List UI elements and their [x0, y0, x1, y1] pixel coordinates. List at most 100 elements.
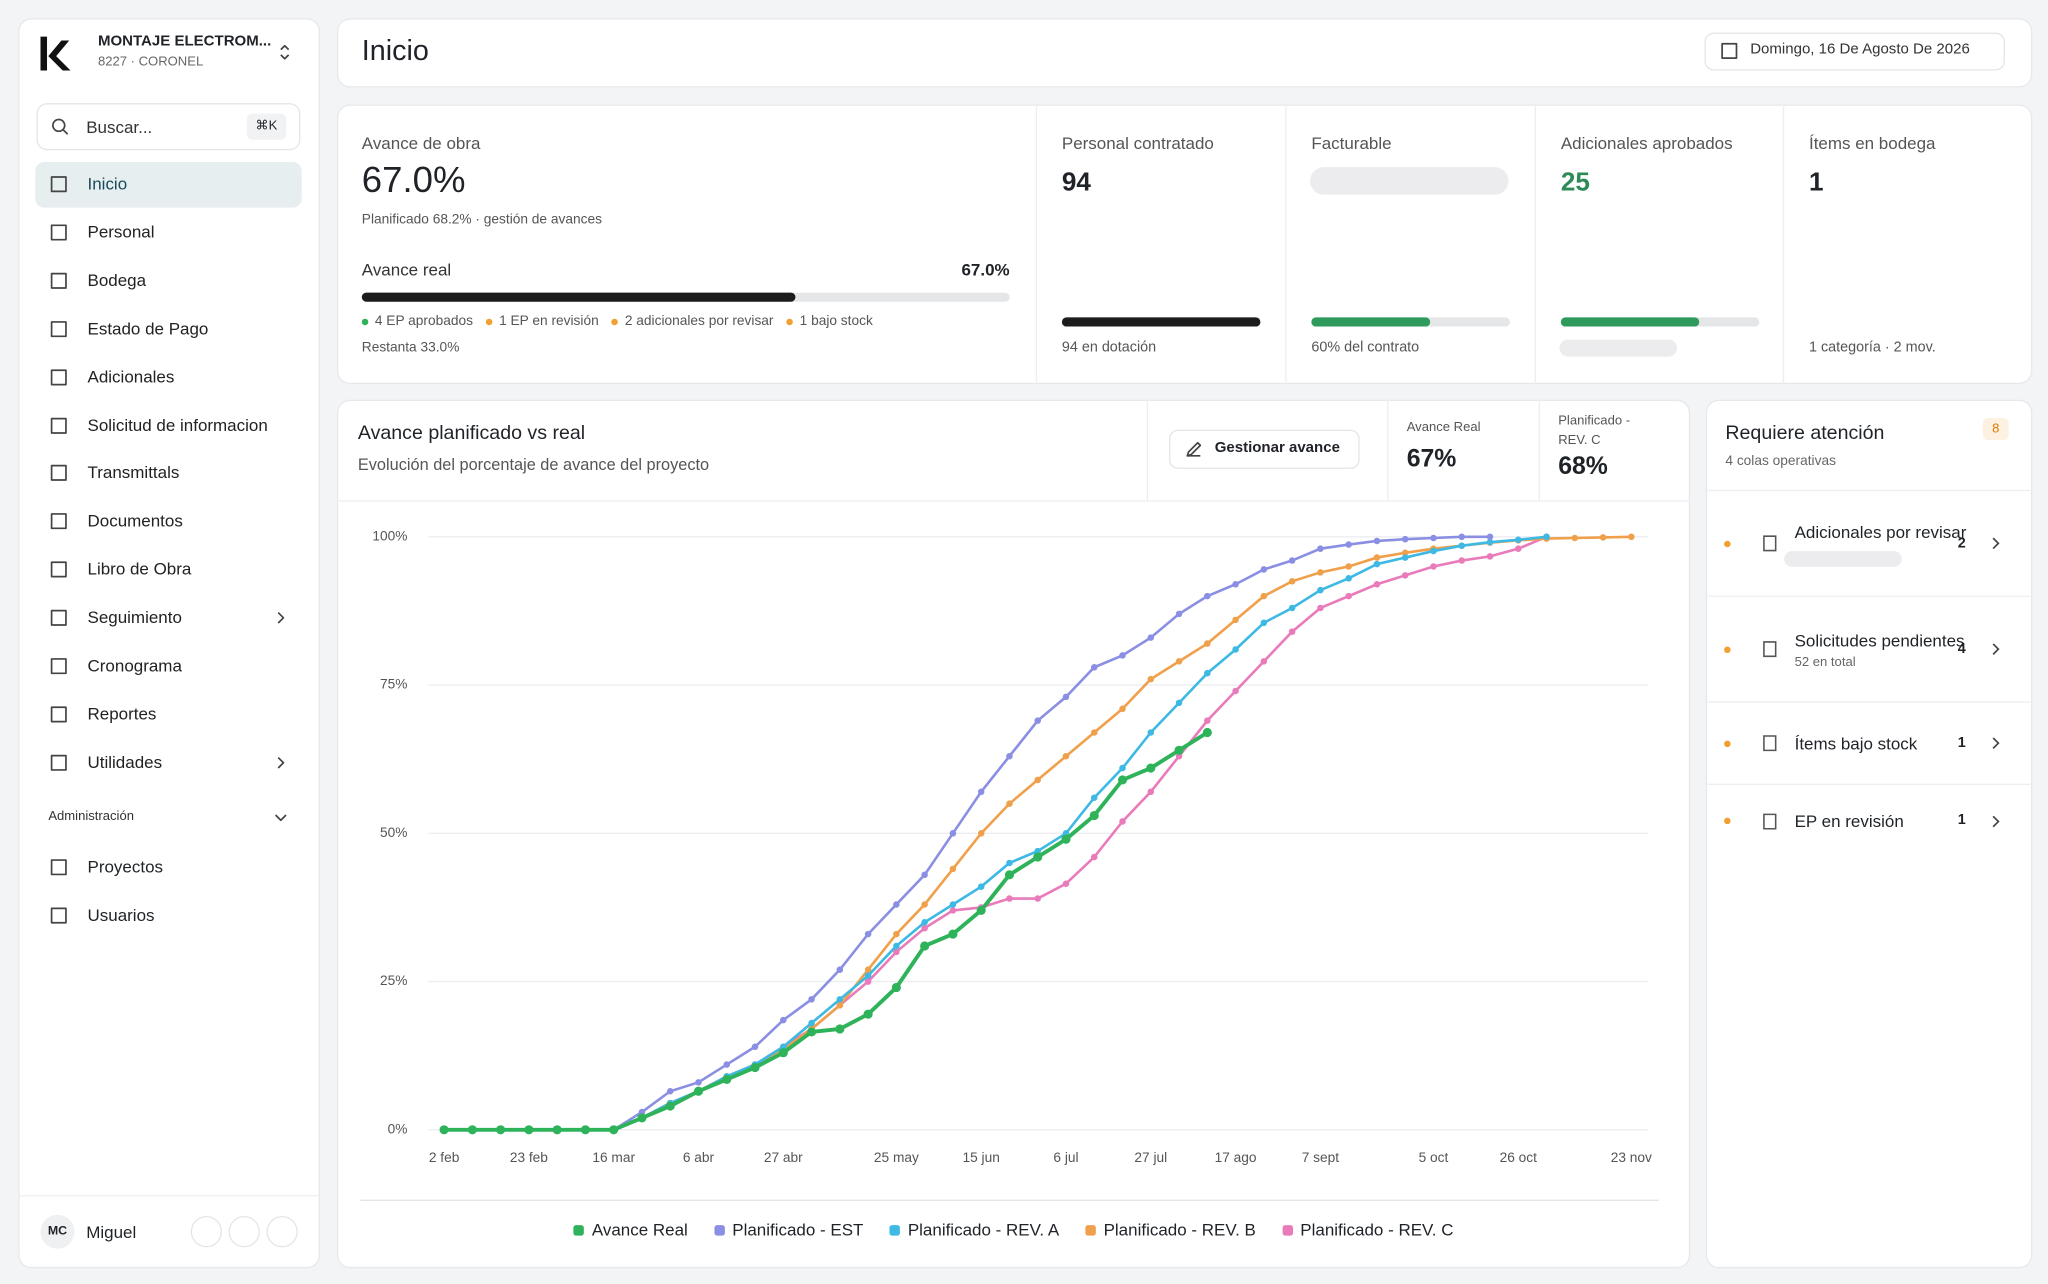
stat-value: 68% [1558, 453, 1608, 481]
attention-row[interactable]: Ítems bajo stock 1 [1705, 701, 2033, 783]
legend-item: Planificado - REV. A [889, 1221, 1059, 1238]
kpi-value: 25 [1560, 168, 1590, 198]
kpi-value: 94 [1061, 168, 1091, 198]
point [864, 972, 872, 979]
nav-item[interactable]: Personal [87, 221, 155, 242]
y-tick-label: 0% [388, 1121, 408, 1136]
point [1571, 534, 1579, 542]
point [1090, 794, 1098, 801]
nav-item[interactable]: Proyectos [87, 856, 164, 877]
nav-item[interactable]: Cronograma [87, 655, 182, 676]
legend-swatch [889, 1224, 900, 1235]
status-tag: 2 adicionales por revisar [611, 315, 774, 329]
nav-item[interactable]: Reportes [87, 703, 157, 724]
point [920, 941, 930, 951]
point [1345, 563, 1352, 570]
point [1458, 533, 1466, 541]
button[interactable] [1168, 429, 1360, 469]
point [864, 930, 872, 938]
point [1006, 752, 1013, 760]
nav-icon [50, 176, 67, 193]
point [778, 1048, 788, 1058]
x-tick-label: 6 abr [683, 1150, 715, 1165]
legend-label: Avance Real [591, 1219, 688, 1240]
point [439, 1125, 449, 1135]
point [1260, 592, 1268, 600]
kpi-foot: 60% del contrato [1311, 339, 1420, 356]
nav-item[interactable]: Seguimiento [87, 607, 182, 628]
nav-item[interactable]: Bodega [87, 270, 147, 290]
kpi-value: 67.0% [361, 159, 466, 200]
point [1119, 652, 1126, 659]
nav-item[interactable]: Solicitud de informacion [87, 414, 268, 435]
nav-item[interactable]: Libro de Obra [87, 559, 192, 579]
kpi-label: Ítems en bodega [1808, 133, 1936, 153]
point [1175, 699, 1183, 707]
bar-value: 67.0% [961, 259, 1010, 280]
status-tag: 1 EP en revisión [486, 315, 599, 329]
series-line [444, 730, 1209, 1132]
search-box[interactable] [36, 103, 301, 151]
icon-shape [277, 756, 285, 769]
user-action[interactable] [266, 1215, 298, 1248]
icon-shape [280, 44, 290, 60]
legend-swatch [713, 1224, 725, 1235]
point [1317, 586, 1324, 594]
nav-item[interactable]: Transmittals [87, 462, 180, 483]
search-icon [52, 118, 69, 135]
point [1458, 557, 1466, 564]
point [808, 996, 815, 1003]
attention-row[interactable]: Adicionales por revisar 2 [1705, 489, 2033, 596]
nav-item[interactable]: Utilidades [87, 752, 163, 772]
attention-row[interactable]: Solicitudes pendientes 52 en total 4 [1705, 595, 2033, 702]
point [1401, 572, 1409, 579]
nav-icon [50, 224, 67, 241]
nav-item[interactable]: Estado de Pago [87, 318, 209, 338]
nav-item[interactable]: Adicionales [87, 366, 175, 387]
icon-shape [50, 417, 67, 434]
icon-shape [1763, 812, 1777, 829]
icon-shape [1992, 643, 2000, 655]
chevron [1992, 737, 2000, 750]
admin-label: Administración [48, 809, 134, 825]
status-dot [1724, 540, 1731, 547]
icon-shape [50, 658, 67, 675]
point [893, 948, 900, 956]
point [1430, 563, 1437, 570]
attention-row[interactable]: EP en revisión 1 [1705, 783, 2033, 857]
legend-label: Planificado - REV. C [1300, 1219, 1454, 1240]
nav-item[interactable]: Documentos [87, 511, 183, 531]
point [1345, 575, 1352, 582]
legend: Avance Real Planificado - EST Planificado … [337, 1221, 1690, 1238]
skeleton [1784, 551, 1902, 567]
legend-swatch [1281, 1224, 1293, 1235]
point [921, 871, 928, 879]
point [806, 1027, 817, 1037]
point [921, 918, 928, 926]
user-action[interactable] [228, 1215, 260, 1248]
point [1034, 717, 1041, 724]
row-icon [1763, 535, 1777, 552]
nav-item[interactable]: Usuarios [87, 905, 155, 925]
nav-icon [50, 706, 67, 723]
point [1034, 776, 1041, 784]
legend-label: Planificado - EST [732, 1219, 864, 1240]
stat-value: 67% [1406, 445, 1457, 473]
point [1373, 537, 1381, 545]
point [1175, 658, 1183, 665]
row-text: EP en revisión [1795, 808, 1945, 833]
user-action[interactable] [190, 1215, 223, 1248]
remaining: Restanta 33.0% [361, 339, 460, 356]
point [893, 942, 900, 950]
point [949, 830, 957, 837]
line-chart: 0% 25% 50% 75% 100% 2 feb 23 feb 16 mar 6 abr 27 … [360, 528, 1659, 1201]
point [1401, 535, 1409, 543]
bar-label: Avance real [361, 259, 452, 280]
nav-item[interactable]: Inicio [87, 173, 128, 194]
point [1345, 592, 1352, 600]
point [949, 907, 957, 914]
row-count: 4 [1957, 640, 1966, 657]
point [1260, 566, 1268, 573]
row-label: Solicitudes pendientes [1794, 630, 1965, 651]
nav-icon [50, 754, 67, 771]
